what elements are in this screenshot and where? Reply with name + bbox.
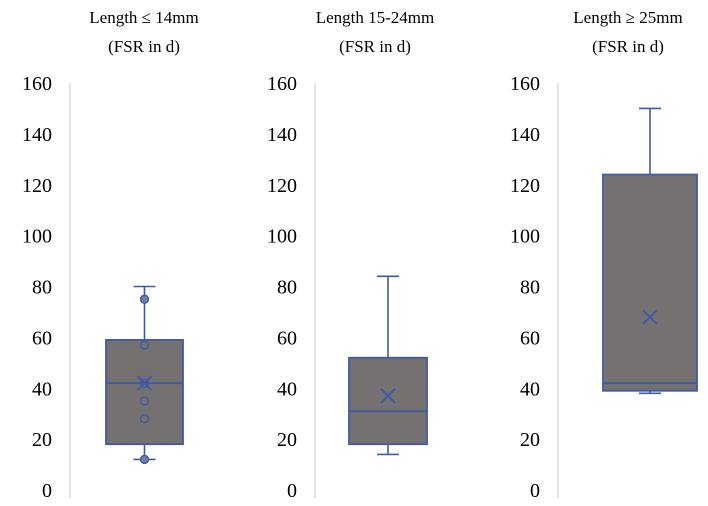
mean-marker-stroke xyxy=(380,388,396,404)
panel-title-line2: (FSR in d) xyxy=(592,37,664,56)
data-point xyxy=(139,454,150,465)
y-tick-label: 160 xyxy=(267,73,297,95)
data-point xyxy=(139,340,150,350)
data-point xyxy=(139,294,150,304)
panel-title-line2: (FSR in d) xyxy=(108,37,180,56)
data-point xyxy=(139,378,150,388)
y-tick-label: 20 xyxy=(277,429,297,451)
data-point xyxy=(139,414,150,424)
y-tick-label: 40 xyxy=(520,378,540,400)
iqr-box xyxy=(348,356,428,446)
iqr-box xyxy=(602,173,698,392)
panel-title-line1: Length ≥ 25mm xyxy=(573,8,682,27)
y-tick-label: 80 xyxy=(277,277,297,299)
panel-title-line2: (FSR in d) xyxy=(339,37,411,56)
iqr-box xyxy=(105,339,184,446)
y-tick-label: 60 xyxy=(277,327,297,349)
mean-marker-stroke xyxy=(136,375,153,391)
panel-title-line1: Length ≤ 14mm xyxy=(89,8,198,27)
y-tick-label: 80 xyxy=(32,277,52,299)
y-tick-label: 160 xyxy=(22,73,52,95)
y-tick-label: 120 xyxy=(267,175,297,197)
y-tick-label: 0 xyxy=(530,480,540,501)
y-tick-label: 140 xyxy=(22,124,52,146)
y-tick-label: 140 xyxy=(267,124,297,146)
chart-panel-3: Length ≥ 25mm (FSR in d) 0 20 40 60 80 100 120 14… xyxy=(510,8,698,502)
y-tick-label: 40 xyxy=(32,378,52,400)
mean-marker xyxy=(380,388,396,404)
y-tick-label: 120 xyxy=(510,175,540,197)
mean-marker-stroke xyxy=(642,309,658,325)
y-tick-label: 60 xyxy=(32,327,52,349)
y-tick-label: 100 xyxy=(22,226,52,248)
panel-title-line1: Length 15-24mm xyxy=(316,8,435,27)
mean-marker xyxy=(642,309,658,325)
y-tick-label: 0 xyxy=(287,480,297,501)
chart-panel-2: Length 15-24mm (FSR in d) 0 20 40 60 80 100 120 1… xyxy=(267,8,435,502)
chart-panel-1: Length ≤ 14mm (FSR in d) 0 20 40 60 80 100 120 14… xyxy=(22,8,199,502)
data-point xyxy=(139,396,150,406)
y-tick-label: 20 xyxy=(520,429,540,451)
y-tick-label: 80 xyxy=(520,277,540,299)
y-tick-label: 120 xyxy=(22,175,52,197)
y-tick-label: 140 xyxy=(510,124,540,146)
y-tick-label: 60 xyxy=(520,327,540,349)
y-tick-label: 20 xyxy=(32,429,52,451)
y-tick-label: 100 xyxy=(267,226,297,248)
y-tick-label: 0 xyxy=(42,480,52,501)
y-tick-label: 100 xyxy=(510,226,540,248)
mean-marker xyxy=(136,375,153,391)
y-tick-label: 40 xyxy=(277,378,297,400)
y-tick-label: 160 xyxy=(510,73,540,95)
